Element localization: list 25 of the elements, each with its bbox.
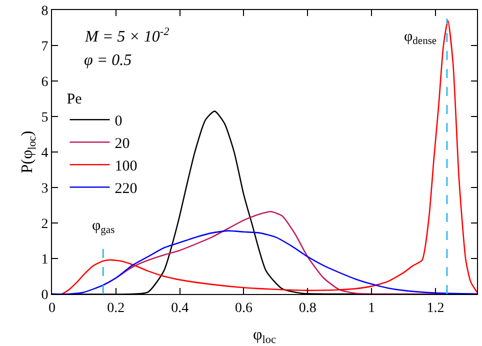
- annotation: M = 5 × 10$^{-2}$: [84, 26, 170, 46]
- x-tick-label: 1.2: [426, 300, 444, 316]
- y-tick-label: 0: [41, 288, 48, 303]
- y-tick-label: 4: [41, 146, 48, 161]
- legend-label: 0: [114, 113, 122, 130]
- x-tick-label: 1: [368, 300, 376, 316]
- y-tick-label: 6: [41, 74, 48, 90]
- legend-label: 20: [114, 136, 130, 152]
- legend-title: Pe: [66, 91, 82, 108]
- ref-line-label: φ$_{dense}$: [404, 29, 437, 48]
- y-tick-label: 5: [41, 110, 48, 126]
- annotation: φ = 0.5: [84, 52, 132, 69]
- y-tick-label: 2: [41, 216, 48, 232]
- x-axis-title: φ$_{loc}$: [253, 326, 276, 346]
- ref-line-label: φ$_{gas}$: [92, 218, 115, 236]
- x-tick-label: 0.8: [298, 300, 316, 316]
- y-tick-label: 8: [41, 4, 48, 19]
- x-tick-label: 0.4: [171, 300, 189, 316]
- x-tick-label: 0.2: [107, 300, 125, 316]
- legend-label: 100: [114, 158, 138, 174]
- y-tick-label: 7: [41, 39, 48, 54]
- y-tick-label: 1: [41, 252, 48, 268]
- x-tick-label: 0.6: [234, 300, 252, 316]
- y-tick-label: 3: [41, 181, 48, 196]
- legend-label: 220: [114, 180, 138, 197]
